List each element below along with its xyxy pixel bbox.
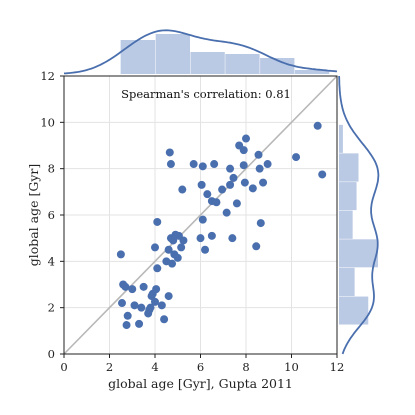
scatter-point: [229, 173, 238, 182]
scatter-point: [179, 236, 188, 245]
y-histogram-bar: [339, 239, 378, 268]
scatter-point: [128, 285, 137, 294]
scatter-point: [248, 184, 257, 193]
scatter-point: [240, 178, 249, 187]
scatter-point: [255, 164, 264, 173]
scatter-point: [118, 299, 127, 308]
x-tick-label: 2: [106, 360, 113, 374]
y-histogram-bar: [339, 296, 369, 325]
y-tick-label: 12: [40, 69, 55, 83]
scatter-point: [196, 234, 205, 243]
scatter-point: [318, 170, 327, 179]
scatter-point: [166, 160, 175, 169]
x-marginal-distribution: [63, 29, 338, 75]
identity-reference-line: [63, 75, 338, 355]
x-histogram-bar: [120, 40, 156, 74]
y-tick-label: 10: [40, 115, 55, 129]
x-kde-curve: [63, 29, 338, 75]
x-axis-ticks: 0 2 4 6 8 10 12: [60, 354, 344, 374]
scatter-point: [165, 148, 174, 157]
scatter-point: [160, 315, 169, 324]
scatter-point: [116, 250, 125, 259]
scatter-point: [242, 134, 250, 143]
scatter-point: [153, 264, 162, 273]
scatter-point: [168, 259, 177, 268]
scatter-point: [178, 185, 187, 194]
scatter-point: [218, 185, 227, 194]
y-marginal-distribution: [338, 75, 380, 355]
correlation-annotation: Spearman's correlation: 0.81: [121, 87, 291, 101]
x-tick-label: 12: [330, 360, 345, 374]
scatter-point: [173, 253, 182, 262]
scatter-point: [259, 178, 268, 187]
y-tick-label: 0: [48, 347, 55, 361]
y-histogram-bar: [339, 124, 343, 153]
x-axis-label: global age [Gyr], Gupta 2011: [108, 376, 293, 391]
y-histogram-bar: [339, 267, 355, 297]
y-histogram-bar: [339, 153, 359, 182]
x-tick-label: 8: [242, 360, 249, 374]
x-histogram-bar: [190, 52, 225, 74]
scatter-point: [189, 160, 198, 169]
scatter-point: [123, 311, 132, 320]
scatter-point: [252, 242, 261, 251]
scatter-point: [232, 199, 241, 208]
x-tick-label: 10: [284, 360, 299, 374]
scatter-point: [212, 198, 221, 207]
scatter-point: [239, 161, 248, 170]
scatter-point: [130, 301, 139, 310]
scatter-point: [151, 297, 159, 306]
y-tick-label: 6: [48, 208, 55, 222]
scatter-point: [263, 160, 272, 169]
scatter-point: [197, 180, 206, 189]
scatter-point: [135, 319, 144, 328]
scatter-point: [201, 245, 210, 254]
y-kde-curve: [338, 75, 380, 355]
y-tick-label: 2: [48, 301, 55, 315]
scatter-point: [210, 160, 219, 169]
scatter-point: [177, 243, 186, 252]
scatter-point: [121, 282, 130, 291]
x-tick-label: 6: [197, 360, 204, 374]
scatter-point: [256, 219, 265, 228]
y-tick-label: 8: [48, 162, 55, 176]
scatter-point: [203, 190, 212, 199]
x-histogram-bar: [260, 58, 295, 74]
scatter-point: [226, 180, 235, 189]
scatter-point: [151, 243, 159, 252]
scatter-point: [292, 153, 301, 162]
y-axis-ticks: 0 2 4 6 8 10 12: [40, 69, 64, 361]
scatter-point: [157, 301, 166, 310]
scatter-panel: 0 2 4 6 8 10 12 0 2 4 6 8 10 12 Spearman's correlati…: [40, 69, 344, 374]
scatter-point: [145, 305, 154, 314]
scatter-point: [228, 234, 237, 243]
scatter-points: [116, 121, 327, 330]
y-histogram-bar: [339, 210, 353, 239]
scatter-point: [222, 208, 231, 217]
scatter-point: [164, 245, 173, 254]
scatter-point: [198, 215, 207, 224]
x-histogram-bar: [155, 34, 190, 74]
scatter-point: [164, 292, 173, 301]
scatter-point: [153, 217, 162, 226]
scatter-point: [239, 146, 248, 155]
scatter-point: [152, 285, 161, 294]
scatter-point: [207, 231, 216, 240]
y-tick-label: 4: [48, 254, 55, 268]
x-tick-label: 4: [151, 360, 158, 374]
x-tick-label: 0: [60, 360, 67, 374]
scatter-point: [139, 282, 148, 291]
scatter-point: [137, 303, 146, 312]
y-axis-label: global age [Gyr]: [26, 164, 41, 267]
scatter-point: [226, 164, 235, 173]
scatter-point: [198, 162, 207, 171]
x-histogram-bar: [294, 70, 330, 74]
scatter-point: [254, 150, 263, 159]
x-histogram-bar: [225, 54, 260, 74]
scatter-point: [313, 121, 322, 130]
y-histogram-bar: [339, 182, 357, 211]
scatter-point: [122, 321, 131, 330]
